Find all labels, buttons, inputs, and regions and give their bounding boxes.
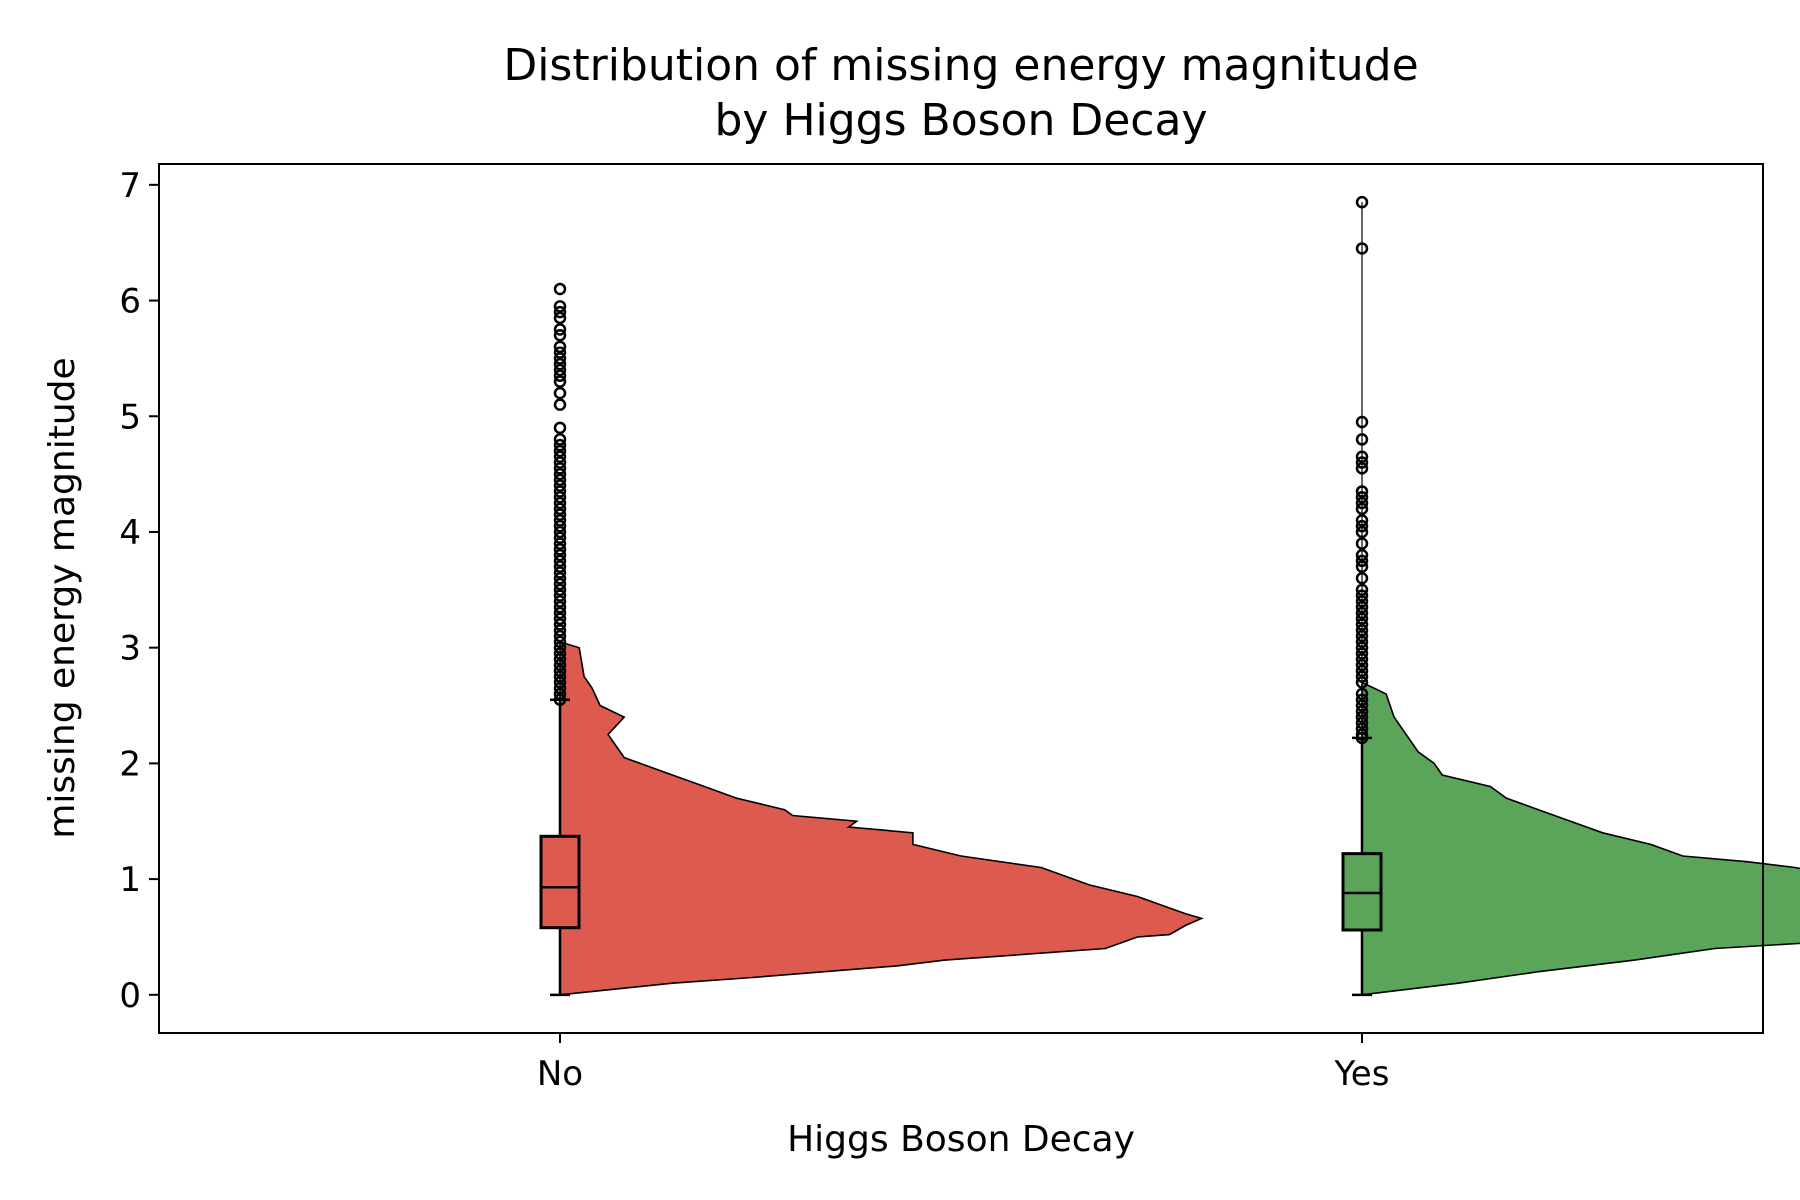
outlier-point	[553, 641, 567, 654]
y-tick-label: 3	[119, 629, 141, 669]
chart-title-line-2: by Higgs Boson Decay	[714, 95, 1207, 146]
outlier-point	[553, 456, 567, 469]
outlier-point	[553, 572, 567, 585]
outlier-point	[553, 300, 567, 313]
x-tick-label: Yes	[1334, 1054, 1390, 1094]
outlier-point	[553, 560, 567, 573]
y-tick-label: 7	[119, 166, 141, 206]
box-no	[539, 834, 581, 930]
outlier-point	[553, 438, 567, 452]
outlier-point	[553, 357, 567, 371]
outlier-point	[553, 508, 567, 521]
outlier-point	[553, 340, 567, 354]
outlier-point	[553, 583, 567, 597]
outlier-point	[553, 612, 567, 625]
outlier-point	[553, 664, 567, 678]
outlier-point	[553, 652, 567, 666]
x-tick-label: No	[537, 1054, 583, 1094]
outlier-point	[553, 537, 567, 550]
outlier-point	[553, 554, 567, 568]
outlier-point	[553, 352, 567, 365]
y-tick-label: 1	[119, 860, 141, 900]
x-axis-label: Higgs Boson Decay	[787, 1119, 1135, 1160]
outlier-point	[553, 473, 567, 487]
outlier-point	[553, 386, 567, 400]
outlier-point	[553, 444, 567, 458]
violin-no	[559, 640, 1204, 996]
outlier-point	[553, 305, 567, 319]
violin-yes	[1361, 681, 1800, 996]
outlier-point	[553, 566, 567, 579]
chart-title: Distribution of missing energy magnitude…	[503, 40, 1418, 146]
outlier-point	[553, 398, 567, 411]
outlier-point	[553, 595, 567, 608]
outlier-point	[553, 462, 567, 475]
outlier-point	[553, 525, 567, 539]
outlier-point	[553, 531, 567, 545]
outlier-point	[553, 496, 567, 510]
plot-frame	[158, 163, 1764, 1034]
outlier-point	[553, 577, 567, 591]
outlier-point	[553, 485, 567, 498]
outlier-point	[553, 670, 567, 683]
outlier-point	[553, 600, 567, 614]
outlier-point	[553, 676, 567, 689]
outlier-point	[553, 658, 567, 672]
outlier-point	[553, 323, 567, 336]
outlier-point	[553, 543, 567, 556]
outlier-point	[553, 369, 567, 383]
outlier-point	[553, 589, 567, 602]
y-axis: 0 1 2 3 4 5 6 7	[119, 166, 159, 1016]
x-axis: No Yes	[537, 1033, 1390, 1094]
outlier-point	[553, 647, 567, 660]
outlier-point	[553, 363, 567, 377]
y-tick-label: 4	[119, 513, 141, 553]
outlier-point	[553, 548, 567, 562]
outlier-point	[553, 635, 567, 649]
y-tick-label: 6	[119, 282, 141, 322]
y-tick-label: 5	[119, 397, 141, 437]
outlier-point	[553, 681, 567, 695]
outlier-point	[553, 502, 567, 516]
outlier-point	[553, 329, 567, 342]
outlier-point	[553, 491, 567, 504]
outlier-point	[553, 693, 567, 706]
outlier-point	[553, 433, 567, 446]
chart-title-line-1: Distribution of missing energy magnitude	[503, 40, 1418, 91]
outlier-point	[553, 450, 567, 464]
outlier-point	[553, 519, 567, 533]
outlier-point	[553, 479, 567, 492]
outlier-point	[553, 618, 567, 631]
outlier-point	[553, 282, 567, 296]
y-axis-label: missing energy magnitude	[42, 357, 83, 838]
outlier-point	[553, 624, 567, 637]
outlier-point	[553, 375, 567, 388]
outlier-point	[553, 606, 567, 620]
outlier-point	[553, 629, 567, 643]
outlier-point	[553, 467, 567, 481]
outlier-point	[553, 514, 567, 527]
y-tick-label: 2	[119, 744, 141, 784]
plot-area	[539, 195, 1800, 997]
y-tick-label: 0	[119, 976, 141, 1016]
outlier-point	[553, 346, 567, 359]
outlier-point	[553, 421, 567, 435]
outlier-point	[553, 311, 567, 325]
outlier-point	[553, 687, 567, 701]
